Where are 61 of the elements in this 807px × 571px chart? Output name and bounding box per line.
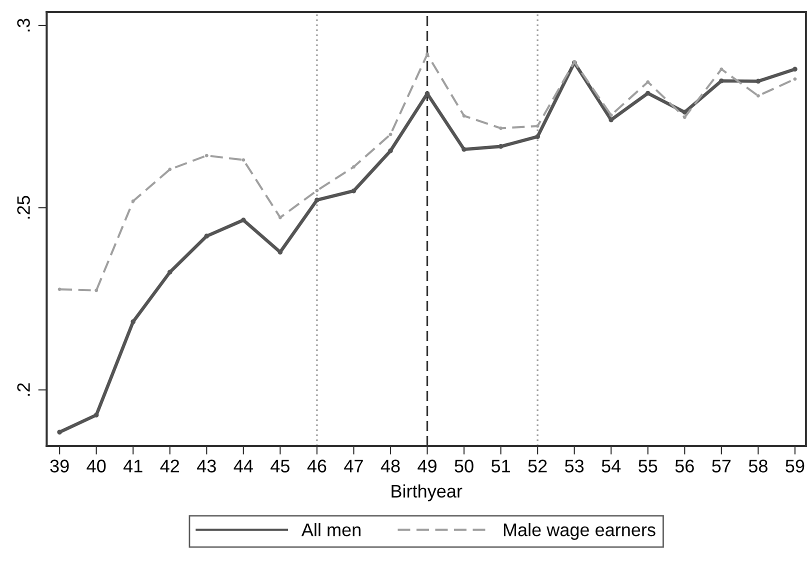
point [131,199,135,203]
text: All men [301,523,360,536]
legend-label: Male wage earners [504,523,656,540]
point [94,288,98,292]
x-tick-label: 51 [491,460,510,472]
point [242,158,246,162]
point [462,114,466,118]
point [646,80,650,84]
point [756,78,761,84]
point [388,132,392,136]
point [58,288,62,292]
x-tick-label: 58 [748,460,768,472]
point [682,110,688,115]
point [167,270,172,275]
point [57,430,62,435]
x-tick-label: 48 [380,460,400,472]
x-tick-label: 53 [565,460,584,472]
y-tick-label: .3 [17,18,30,32]
y-tick-label: .25 [17,196,30,219]
point [793,77,797,81]
x-tick-label: 43 [197,460,216,472]
x-axis-title: Birthyear [392,484,462,502]
point [240,218,246,223]
x-tick-label: 44 [234,460,253,472]
point [314,198,320,202]
point [792,66,798,72]
point [351,188,356,194]
point [719,78,724,84]
point [645,90,650,96]
x-tick-label: 55 [638,460,658,472]
x-tick-label: 46 [307,460,326,472]
x-tick-label: 39 [50,460,69,472]
x-tick-label: 57 [712,460,731,472]
point [315,188,319,192]
point [94,412,99,418]
point [168,168,172,172]
x-tick-label: 49 [418,460,436,472]
x-tick-label: 52 [528,460,547,472]
x-tick-label: 40 [86,460,106,472]
x-tick-label: 47 [344,460,363,472]
x-tick-label: 45 [270,460,290,472]
point [130,319,136,324]
x-tick-label: 54 [602,460,621,472]
point [609,113,613,117]
x-tick-label: 42 [160,460,180,472]
y-tick-label: .2 [17,383,30,396]
x-tick-label: 41 [123,460,142,472]
point [204,154,208,158]
point [608,117,614,122]
point [499,126,503,130]
point [352,165,356,169]
point [278,216,282,220]
point [536,124,540,128]
x-tick-label: 56 [675,460,694,472]
point [204,234,210,239]
point [462,146,466,152]
x-tick-label: 50 [454,460,474,472]
point [756,94,760,98]
point [388,148,393,154]
point [535,134,540,140]
x-tick-label: 59 [786,460,804,472]
